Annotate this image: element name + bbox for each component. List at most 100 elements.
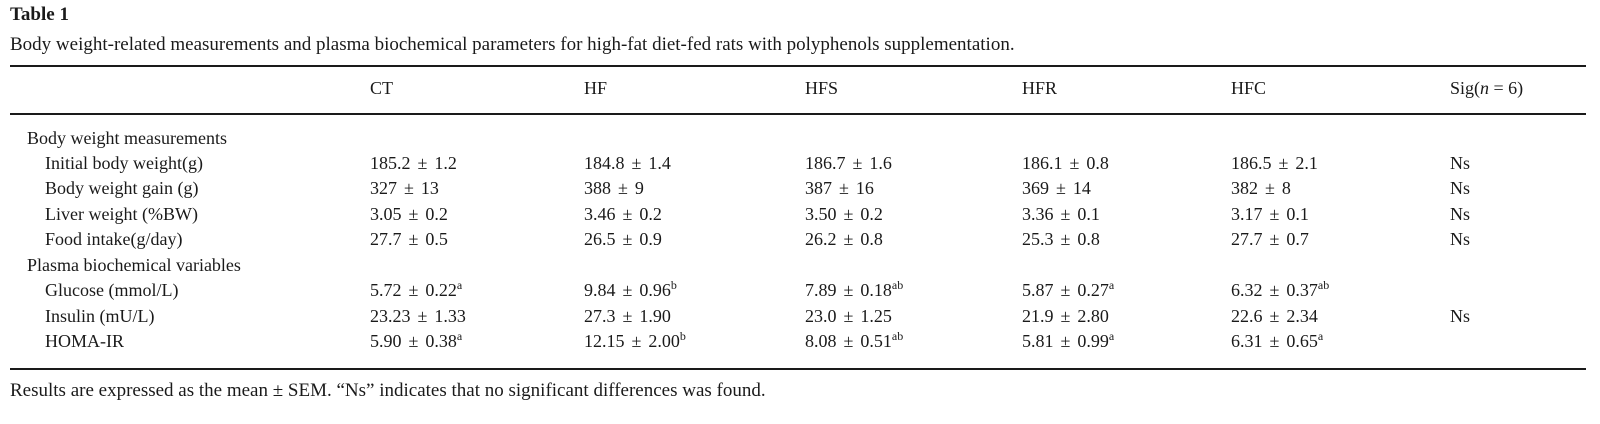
row-label: Body weight gain (g) — [45, 178, 199, 198]
mean-value: 5.81 — [1022, 331, 1054, 351]
mean-value: 5.90 — [370, 331, 402, 351]
header-sig-prefix: Sig( — [1450, 78, 1481, 98]
mean-value: 327 — [370, 178, 397, 198]
row-label: Initial body weight(g) — [45, 153, 203, 173]
header-row: CT HF HFS HFR HFC Sig(n = 6) — [0, 78, 1600, 102]
group-heading-row: Body weight measurements — [0, 128, 1600, 152]
mean-value: 27.3 — [584, 306, 616, 326]
value-cell: 369 ±14 — [1022, 178, 1091, 199]
plus-minus-symbol: ± — [1269, 229, 1280, 249]
sem-value: 0.8 — [1077, 229, 1100, 249]
sem-value: 0.1 — [1077, 204, 1100, 224]
top-rule — [10, 65, 1586, 67]
value-cell: 23.23 ±1.33 — [370, 306, 466, 327]
header-ct: CT — [370, 78, 394, 98]
header-hfs: HFS — [805, 78, 839, 98]
significance-letter: a — [1317, 329, 1324, 343]
plus-minus-symbol: ± — [404, 178, 414, 198]
value-cell: 26.5 ±0.9 — [584, 229, 662, 250]
value-cell: 186.1 ±0.8 — [1022, 153, 1109, 174]
mean-value: 184.8 — [584, 153, 625, 173]
sem-value: 0.8 — [860, 229, 883, 249]
table-row: HOMA-IR 5.90 ±0.38a 12.15 ±2.00b 8.08 ±0.51ab 5… — [0, 329, 1600, 355]
sem-value: 0.2 — [425, 204, 448, 224]
sem-value: 9 — [634, 178, 644, 198]
plus-minus-symbol: ± — [1269, 204, 1280, 224]
value-cell: 5.90 ±0.38a — [370, 329, 463, 352]
mean-value: 26.2 — [805, 229, 837, 249]
value-cell: 6.32 ±0.37ab — [1231, 279, 1329, 301]
row-label: Food intake(g/day) — [45, 229, 183, 249]
table-label: Table 1 — [10, 4, 69, 25]
table-row: Insulin (mU/L) 23.23 ±1.33 27.3 ±1.90 23.0 ±1.… — [0, 306, 1600, 330]
value-cell: 3.36 ±0.1 — [1022, 204, 1100, 225]
significance-letter: a — [456, 329, 463, 343]
mean-value: 387 — [805, 178, 832, 198]
value-cell: 27.3 ±1.90 — [584, 306, 671, 327]
plus-minus-symbol: ± — [843, 306, 854, 326]
header-sig-n: n — [1480, 78, 1490, 98]
mean-value: 23.23 — [370, 306, 411, 326]
plus-minus-symbol: ± — [408, 204, 419, 224]
value-cell: 27.7 ±0.5 — [370, 229, 448, 250]
sem-value: 16 — [855, 178, 874, 198]
mean-value: 186.5 — [1231, 153, 1272, 173]
header-hfr: HFR — [1022, 78, 1058, 98]
mean-value: 9.84 — [584, 280, 616, 300]
mean-value: 8.08 — [805, 331, 837, 351]
sem-value: 2.34 — [1286, 306, 1318, 326]
value-cell: 3.50 ±0.2 — [805, 204, 883, 225]
mean-value: 185.2 — [370, 153, 411, 173]
sem-value: 0.51 — [860, 331, 892, 351]
mean-value: 3.36 — [1022, 204, 1054, 224]
sem-value: 0.37 — [1286, 280, 1318, 300]
sem-value: 8 — [1281, 178, 1291, 198]
mean-value: 3.46 — [584, 204, 616, 224]
mean-value: 23.0 — [805, 306, 837, 326]
plus-minus-symbol: ± — [1069, 153, 1080, 173]
row-label: Liver weight (%BW) — [45, 204, 198, 224]
mean-value: 3.05 — [370, 204, 402, 224]
group-heading-row: Plasma biochemical variables — [0, 255, 1600, 279]
mean-value: 22.6 — [1231, 306, 1263, 326]
group-heading: Plasma biochemical variables — [27, 255, 241, 275]
sem-value: 2.1 — [1295, 153, 1318, 173]
plus-minus-symbol: ± — [843, 204, 854, 224]
table-row: Liver weight (%BW) 3.05 ±0.2 3.46 ±0.2 3.50 ±0… — [0, 204, 1600, 228]
value-cell: 382 ±8 — [1231, 178, 1291, 199]
plus-minus-symbol: ± — [618, 178, 628, 198]
sem-value: 1.6 — [869, 153, 892, 173]
sem-value: 14 — [1072, 178, 1091, 198]
value-cell: 12.15 ±2.00b — [584, 329, 686, 352]
header-sig-suffix: = 6) — [1489, 78, 1524, 98]
sem-value: 0.65 — [1286, 331, 1318, 351]
value-cell: 6.31 ±0.65a — [1231, 329, 1324, 352]
plus-minus-symbol: ± — [1060, 331, 1071, 351]
plus-minus-symbol: ± — [631, 153, 642, 173]
plus-minus-symbol: ± — [843, 331, 854, 351]
group-heading: Body weight measurements — [27, 128, 227, 148]
mean-value: 382 — [1231, 178, 1258, 198]
plus-minus-symbol: ± — [622, 229, 633, 249]
significance-letter: b — [679, 329, 686, 343]
significance-letter: b — [670, 278, 677, 292]
plus-minus-symbol: ± — [622, 306, 633, 326]
value-cell: 185.2 ±1.2 — [370, 153, 457, 174]
sem-value: 2.80 — [1077, 306, 1109, 326]
sem-value: 0.2 — [860, 204, 883, 224]
header-sig: Sig(n = 6) — [1450, 78, 1523, 99]
row-label: Glucose (mmol/L) — [45, 280, 179, 300]
plus-minus-symbol: ± — [417, 153, 428, 173]
sem-value: 0.9 — [639, 229, 662, 249]
table-row: Initial body weight(g) 185.2 ±1.2 184.8 ±1.4… — [0, 153, 1600, 177]
significance-letter: ab — [891, 329, 904, 343]
mean-value: 388 — [584, 178, 611, 198]
sem-value: 1.33 — [434, 306, 466, 326]
sem-value: 1.4 — [648, 153, 671, 173]
plus-minus-symbol: ± — [631, 331, 642, 351]
plus-minus-symbol: ± — [1060, 280, 1071, 300]
sem-value: 1.2 — [434, 153, 457, 173]
sig-cell: Ns — [1450, 229, 1471, 249]
significance-letter: a — [1108, 278, 1115, 292]
plus-minus-symbol: ± — [1056, 178, 1066, 198]
